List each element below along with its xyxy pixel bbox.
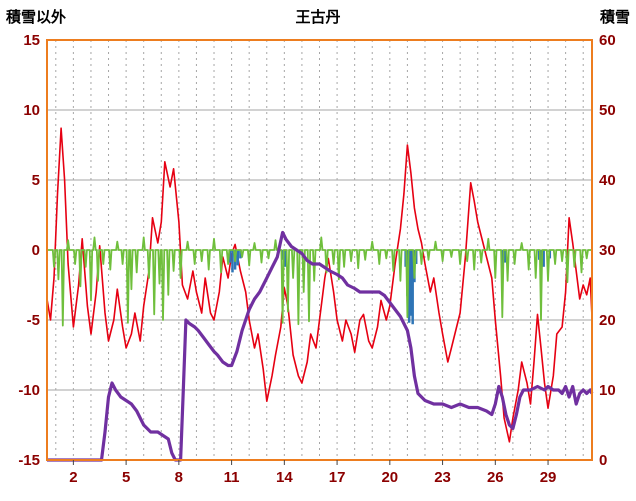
left-axis-title: 積雪以外 [6,9,67,26]
left-tick-label: -10 [18,382,40,399]
day-tick-label: 14 [276,469,293,486]
left-tick-label: 0 [32,242,40,259]
right-axis-title: 積雪 [599,9,630,26]
right-tick-label: 10 [599,382,616,399]
chart-title: 王古丹 [295,9,341,26]
left-tick-label: -5 [27,312,40,329]
left-tick-label: 10 [23,102,40,119]
green-series-line [47,236,592,327]
day-tick-label: 26 [487,469,504,486]
day-tick-label: 5 [122,469,130,486]
day-tick-label: 23 [434,469,451,486]
day-tick-label: 29 [540,469,557,486]
right-tick-label: 20 [599,312,616,329]
right-tick-label: 50 [599,102,616,119]
right-tick-label: 40 [599,172,616,189]
right-tick-label: 60 [599,32,616,49]
right-tick-label: 0 [599,452,607,469]
day-tick-label: 20 [381,469,398,486]
day-tick-label: 2 [69,469,77,486]
day-tick-label: 17 [329,469,346,486]
left-tick-label: 15 [23,32,40,49]
left-tick-label: 5 [32,172,40,189]
right-tick-label: 30 [599,242,616,259]
left-tick-label: -15 [18,452,40,469]
day-tick-label: 11 [224,469,240,486]
plot-border [46,39,593,461]
day-tick-label: 8 [175,469,183,486]
